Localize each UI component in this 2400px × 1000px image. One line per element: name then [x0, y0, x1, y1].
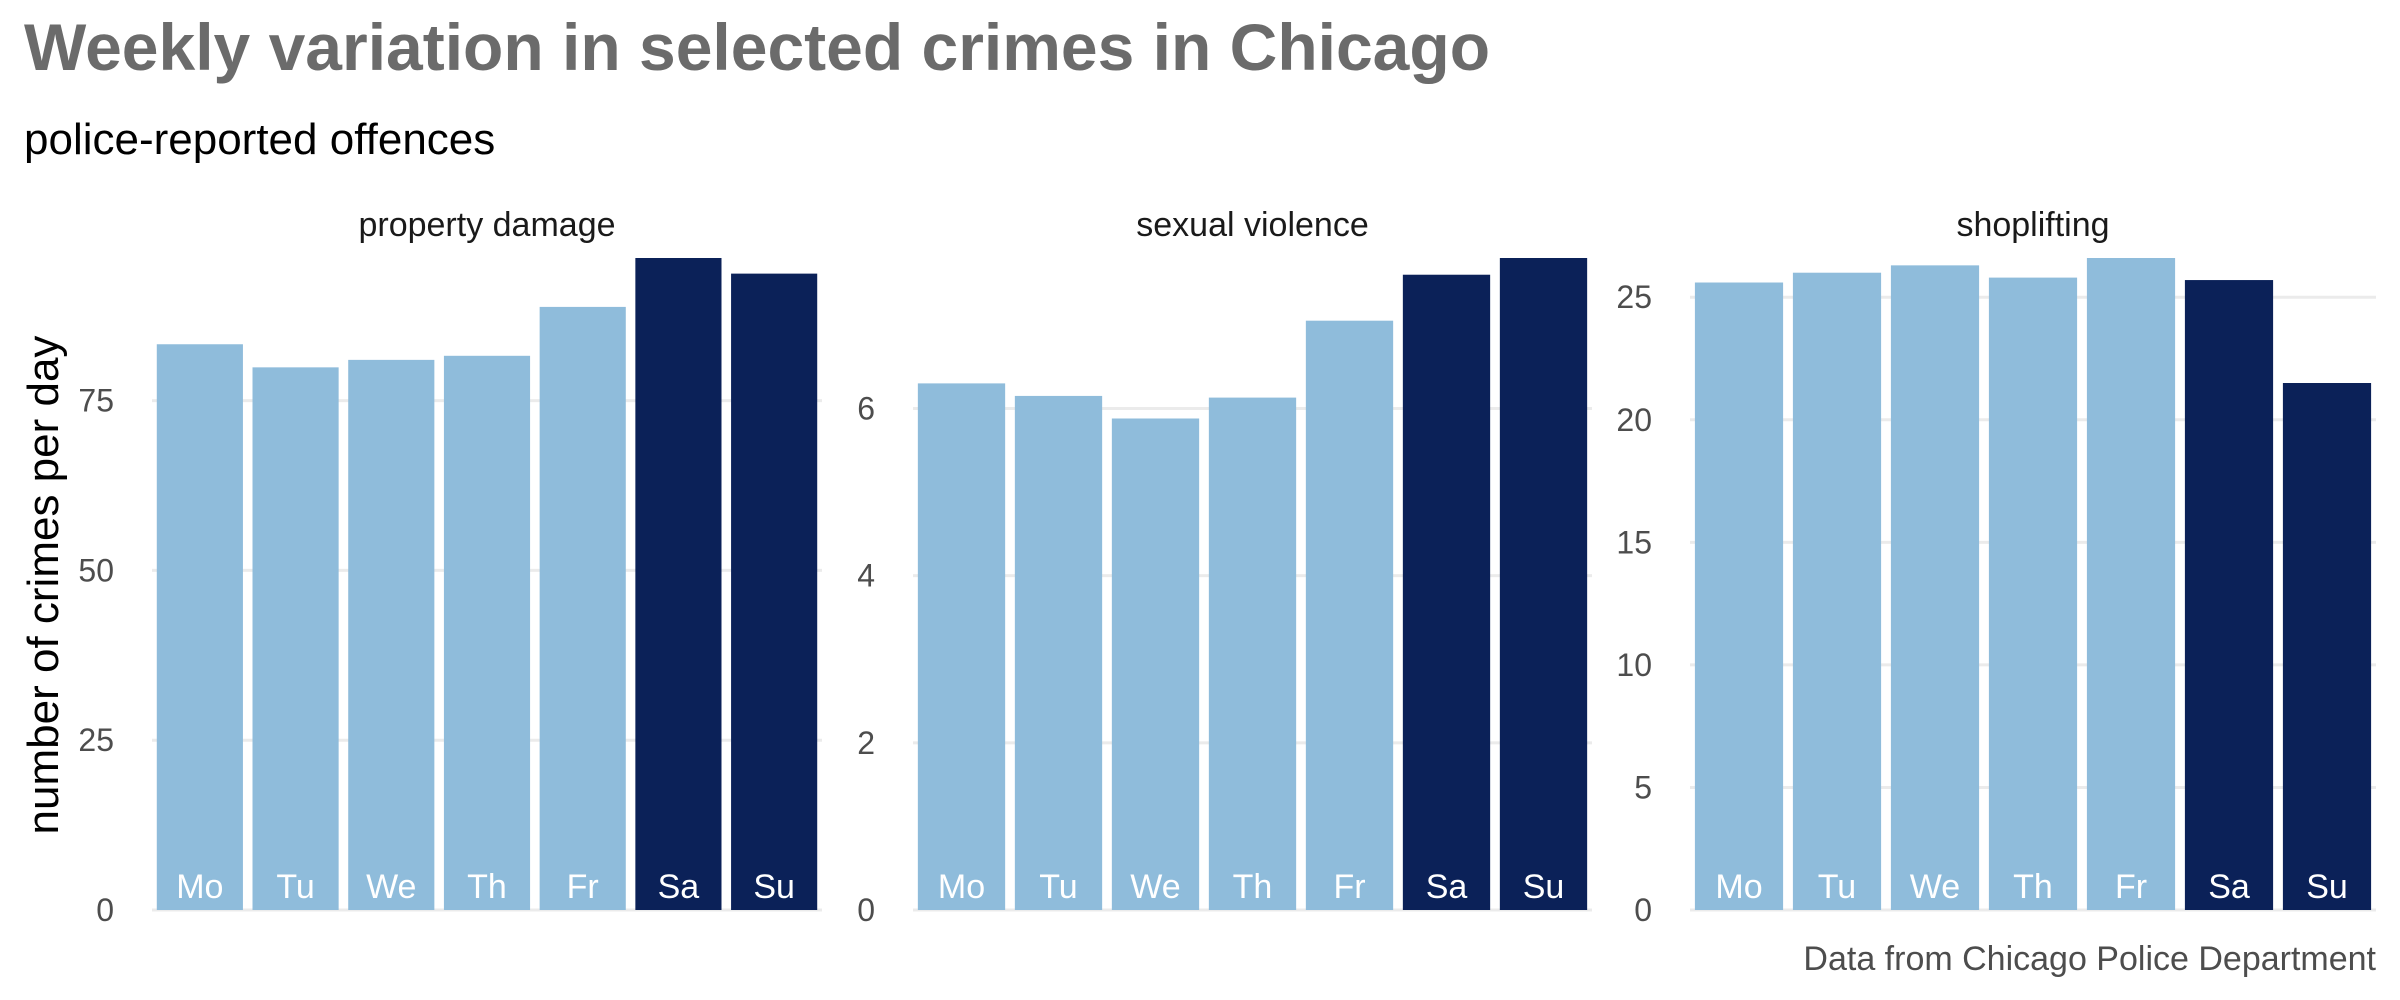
y-axis-label: number of crimes per day: [19, 336, 68, 835]
bar-label-Su: Su: [753, 868, 795, 906]
bar-property-damage-Fr: [539, 306, 626, 910]
chart-title: Weekly variation in selected crimes in C…: [24, 10, 1490, 84]
bar-shoplifting-Sa: [2184, 280, 2274, 910]
chart-subtitle: police-reported offences: [24, 115, 495, 164]
bar-shoplifting-Fr: [2086, 258, 2176, 910]
bar-label-Mo: Mo: [938, 868, 985, 906]
bar-sexual-violence-Su: [1499, 258, 1588, 910]
bar-sexual-violence-Tu: [1014, 395, 1103, 910]
bar-label-Fr: Fr: [2115, 868, 2147, 906]
bar-shoplifting-We: [1890, 265, 1980, 910]
bar-label-Tu: Tu: [1039, 868, 1077, 906]
bar-label-Th: Th: [467, 868, 507, 906]
y-tick-label-1-2: 4: [857, 558, 875, 594]
panel-2: Mo Tu We Th Fr Sa Su 0 5 10 15 20 25 shoplifting: [1616, 206, 2376, 928]
bar-property-damage-Su: [731, 273, 818, 910]
bar-label-Sa: Sa: [1426, 868, 1468, 906]
bar-property-damage-We: [348, 359, 435, 910]
y-tick-label-2-3: 15: [1616, 524, 1652, 560]
y-tick-label-2-5: 25: [1616, 279, 1652, 315]
bar-label-Fr: Fr: [1333, 868, 1365, 906]
bar-sexual-violence-Mo: [917, 383, 1006, 910]
facet-label-property-damage: property damage: [358, 206, 615, 244]
y-tick-label-2-1: 5: [1634, 769, 1652, 805]
y-tick-label-1-0: 0: [857, 892, 875, 928]
bar-sexual-violence-Sa: [1402, 274, 1491, 910]
facet-label-shoplifting: shoplifting: [1956, 206, 2109, 244]
bar-label-Su: Su: [2306, 868, 2348, 906]
bar-sexual-violence-Th: [1208, 397, 1297, 911]
bar-label-We: We: [1130, 868, 1180, 906]
y-tick-label-1-1: 2: [857, 725, 875, 761]
y-tick-label-2-0: 0: [1634, 892, 1652, 928]
bar-label-Su: Su: [1523, 868, 1565, 906]
y-tick-label-0-3: 75: [78, 383, 114, 419]
bar-sexual-violence-We: [1111, 418, 1200, 910]
panel-1: Mo Tu We Th Fr Sa Su 0 2 4 6 sexual violence: [857, 206, 1592, 928]
y-tick-label-0-0: 0: [96, 892, 114, 928]
chart-caption: Data from Chicago Police Department: [1803, 940, 2376, 978]
bar-property-damage-Th: [443, 355, 531, 910]
bar-label-Sa: Sa: [2208, 868, 2250, 906]
bar-label-Tu: Tu: [276, 868, 314, 906]
y-tick-label-1-3: 6: [857, 390, 875, 426]
y-tick-label-2-4: 20: [1616, 402, 1652, 438]
bar-shoplifting-Su: [2282, 383, 2372, 910]
facet-label-sexual-violence: sexual violence: [1136, 206, 1368, 244]
bar-label-Tu: Tu: [1818, 868, 1856, 906]
bar-label-Mo: Mo: [1715, 868, 1762, 906]
y-tick-label-2-2: 10: [1616, 647, 1652, 683]
y-tick-label-0-1: 25: [78, 722, 114, 758]
bar-label-We: We: [1910, 868, 1960, 906]
bar-shoplifting-Th: [1988, 277, 2078, 910]
bar-property-damage-Sa: [635, 258, 722, 910]
bar-label-Th: Th: [1233, 868, 1273, 906]
bar-sexual-violence-Fr: [1305, 320, 1394, 910]
bar-label-Mo: Mo: [176, 868, 223, 906]
bar-shoplifting-Tu: [1792, 272, 1882, 910]
bar-label-Fr: Fr: [567, 868, 599, 906]
bar-label-Sa: Sa: [658, 868, 700, 906]
bar-shoplifting-Mo: [1694, 282, 1784, 910]
bar-property-damage-Mo: [156, 344, 243, 911]
y-tick-label-0-2: 50: [78, 552, 114, 588]
bar-label-We: We: [366, 868, 416, 906]
bar-property-damage-Tu: [252, 367, 339, 910]
panel-0: Mo Tu We Th Fr Sa Su 0 25 50 75 property damage: [78, 206, 822, 928]
bar-label-Th: Th: [2013, 868, 2053, 906]
